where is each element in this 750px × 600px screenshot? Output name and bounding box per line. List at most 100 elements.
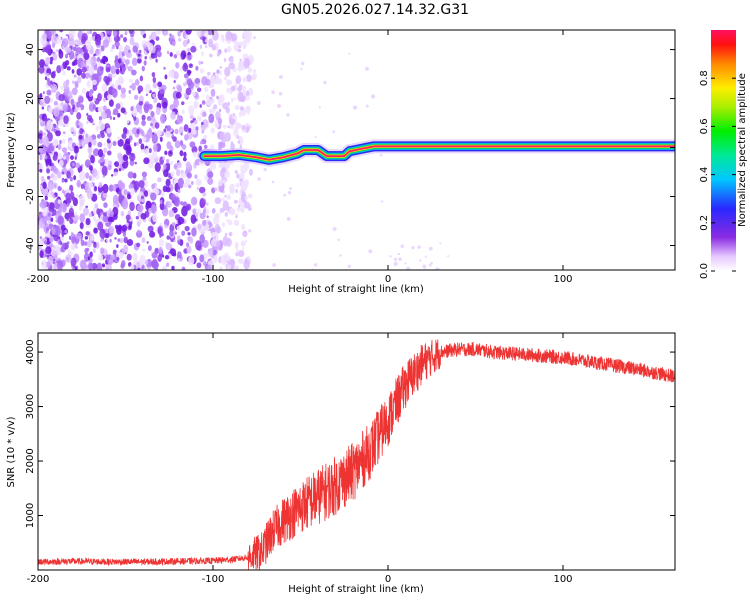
noise-speckle: [219, 131, 225, 141]
noise-speckle: [201, 219, 207, 227]
noise-speckle: [198, 161, 202, 165]
noise-speckle: [88, 181, 94, 190]
noise-speckle: [103, 147, 108, 154]
noise-speckle: [300, 61, 305, 66]
noise-speckle: [240, 240, 246, 247]
noise-speckle: [224, 66, 231, 77]
noise-speckle: [95, 38, 101, 46]
noise-speckle: [243, 169, 247, 173]
noise-speckle: [190, 180, 194, 186]
noise-speckle: [252, 74, 256, 79]
noise-speckle: [230, 183, 235, 188]
noise-speckle: [83, 241, 88, 246]
noise-speckle: [176, 115, 183, 125]
noise-speckle: [78, 96, 84, 103]
noise-speckle: [339, 254, 342, 257]
noise-speckle: [337, 238, 340, 242]
noise-speckle: [141, 119, 146, 126]
noise-speckle: [39, 118, 44, 124]
colorbar-tick-label: 0.4: [699, 167, 710, 183]
noise-speckle: [187, 184, 192, 189]
noise-speckle: [146, 241, 149, 244]
noise-speckle: [47, 175, 51, 180]
noise-speckle: [163, 30, 169, 36]
noise-speckle: [70, 257, 77, 267]
noise-speckle: [45, 227, 49, 232]
noise-speckle: [228, 207, 235, 215]
noise-speckle: [93, 242, 97, 249]
noise-speckle: [162, 156, 165, 161]
noise-speckle: [238, 60, 245, 68]
noise-speckle: [57, 199, 61, 204]
noise-speckle: [212, 99, 215, 104]
snr-plot-area: [38, 339, 675, 570]
noise-speckle: [39, 93, 43, 98]
noise-speckle: [45, 246, 52, 255]
noise-speckle: [188, 63, 194, 69]
noise-speckle: [153, 144, 158, 152]
noise-speckle: [79, 141, 82, 146]
noise-speckle: [133, 94, 139, 100]
noise-speckle: [352, 105, 358, 110]
noise-speckle: [44, 155, 48, 160]
noise-speckle: [140, 30, 145, 36]
noise-speckle: [174, 128, 179, 135]
noise-speckle: [139, 109, 143, 115]
noise-speckle: [50, 71, 56, 79]
noise-speckle: [186, 172, 192, 179]
noise-speckle: [114, 41, 120, 48]
noise-speckle: [199, 141, 203, 145]
noise-speckle: [70, 155, 74, 160]
noise-speckle: [389, 255, 392, 258]
noise-speckle: [112, 194, 119, 205]
noise-speckle: [62, 105, 68, 111]
snr-xtick-label: 0: [385, 574, 391, 585]
noise-speckle: [48, 203, 55, 213]
noise-speckle: [72, 267, 75, 270]
noise-speckle: [239, 178, 243, 183]
noise-speckle: [174, 140, 181, 149]
noise-speckle: [230, 32, 234, 37]
snr-xtick-label: 100: [553, 574, 572, 585]
noise-speckle: [86, 136, 93, 144]
noise-speckle: [140, 195, 144, 200]
noise-speckle: [93, 53, 96, 57]
noise-speckle: [41, 113, 47, 122]
noise-speckle: [198, 145, 203, 153]
noise-speckle: [193, 100, 199, 107]
noise-speckle: [180, 201, 184, 206]
noise-speckle: [153, 53, 158, 59]
noise-speckle: [247, 110, 250, 115]
noise-speckle: [77, 182, 81, 186]
noise-speckle: [189, 114, 194, 120]
noise-speckle: [188, 236, 194, 244]
noise-speckle: [219, 228, 223, 233]
noise-speckle: [247, 193, 253, 199]
noise-speckle: [77, 76, 82, 84]
noise-speckle: [214, 197, 222, 205]
noise-speckle: [178, 126, 184, 135]
noise-speckle: [53, 106, 60, 117]
noise-speckle: [171, 40, 176, 47]
noise-speckle: [71, 196, 76, 202]
noise-speckle: [109, 137, 112, 141]
noise-speckle: [96, 208, 101, 215]
noise-speckle: [150, 31, 157, 40]
noise-speckle: [51, 43, 56, 48]
noise-speckle: [276, 103, 282, 108]
noise-speckle: [74, 82, 79, 89]
noise-speckle: [199, 68, 204, 74]
noise-speckle: [83, 52, 90, 61]
noise-speckle: [117, 224, 123, 232]
noise-speckle: [128, 89, 131, 94]
noise-speckle: [185, 34, 189, 39]
noise-speckle: [64, 178, 68, 183]
noise-speckle: [200, 61, 204, 65]
noise-speckle: [272, 263, 277, 267]
noise-speckle: [234, 121, 240, 130]
noise-speckle: [318, 106, 321, 109]
noise-speckle: [118, 182, 126, 190]
noise-speckle: [129, 36, 135, 46]
noise-speckle: [85, 91, 91, 99]
